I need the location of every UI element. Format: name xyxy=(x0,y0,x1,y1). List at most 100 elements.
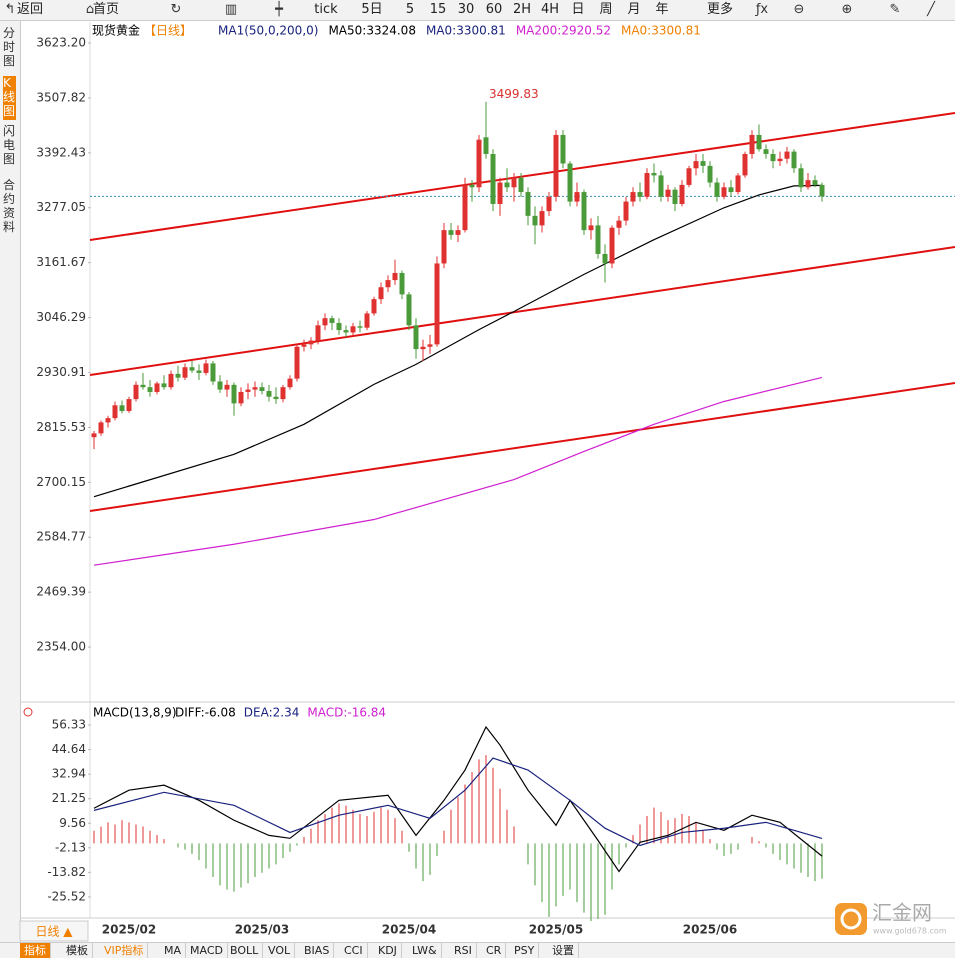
candle-body xyxy=(553,134,559,197)
candle-body xyxy=(749,134,755,154)
trend-line xyxy=(89,112,955,241)
toolbar-button[interactable]: 周 xyxy=(599,2,613,17)
toolbar-button[interactable]: 返回 xyxy=(16,2,43,17)
candle-body xyxy=(119,405,125,411)
candle-body xyxy=(616,220,622,228)
candle-body xyxy=(154,383,160,392)
candle-body xyxy=(805,180,811,188)
indicator-tab[interactable]: RSI xyxy=(450,943,477,958)
macd-icon xyxy=(23,707,33,717)
candle-body xyxy=(644,173,650,197)
indicator-line xyxy=(93,725,823,873)
candle-body xyxy=(532,215,538,226)
x-tick-label: 2025/06 xyxy=(683,923,737,937)
indicator-tab[interactable]: MACD xyxy=(186,943,228,958)
period-tab-box[interactable] xyxy=(19,920,89,942)
toolbar-button[interactable]: 更多 xyxy=(706,2,733,17)
toolbar-icon[interactable]: ╱ xyxy=(927,2,935,17)
toolbar-icon[interactable]: ⌂ xyxy=(85,2,95,17)
sidebar-tab[interactable]: 闪电图 xyxy=(3,124,16,166)
toolbar-button[interactable]: 2H xyxy=(512,2,532,17)
candle-body xyxy=(280,387,286,400)
candle-body xyxy=(252,387,258,390)
indicator-tab[interactable]: VOL xyxy=(264,943,296,958)
toolbar-icon[interactable]: ↰ xyxy=(4,2,16,17)
candle-body xyxy=(378,287,384,300)
indicator-tab[interactable]: CR xyxy=(482,943,507,958)
candle-body xyxy=(693,161,699,169)
y-tick-label: 2815.53 xyxy=(36,420,86,434)
candle-body xyxy=(546,196,552,212)
candle-body xyxy=(126,399,132,411)
period-tab[interactable]: 日线 ▲ xyxy=(35,925,73,939)
candle-body xyxy=(525,192,531,216)
candle-body xyxy=(721,187,727,197)
toolbar-button[interactable]: tick xyxy=(314,2,338,17)
legend-item: MA200:2920.52 xyxy=(516,24,611,38)
candle-body xyxy=(259,387,265,392)
candle-body xyxy=(791,151,797,169)
toolbar-icon[interactable]: ƒx xyxy=(755,2,769,17)
indicator-tab[interactable]: 模板 xyxy=(62,943,93,958)
toolbar-icon[interactable]: ↻ xyxy=(170,2,182,17)
toolbar-button[interactable]: 60 xyxy=(485,2,503,17)
toolbar-button[interactable]: 4H xyxy=(540,2,560,17)
candle-body xyxy=(273,396,279,400)
indicator-tab[interactable]: BIAS xyxy=(300,943,335,958)
legend-item: MA50:3324.08 xyxy=(328,24,416,38)
candle-body xyxy=(140,384,146,388)
candle-body xyxy=(602,253,608,264)
indicator-line xyxy=(93,757,823,847)
toolbar-icon[interactable]: ▥ xyxy=(224,2,238,17)
x-tick-label: 2025/02 xyxy=(102,923,156,937)
sidebar-tab[interactable]: K线图 xyxy=(3,76,16,120)
candle-body xyxy=(364,313,370,328)
sidebar-tab[interactable]: 分时图 xyxy=(3,26,16,68)
candle-body xyxy=(98,422,104,434)
toolbar-icon[interactable]: ⊕ xyxy=(841,2,853,17)
indicator-tab[interactable]: CCI xyxy=(340,943,368,958)
candle-body xyxy=(539,211,545,226)
candle-body xyxy=(728,187,734,193)
candle-body xyxy=(168,373,174,388)
indicator-line xyxy=(93,184,823,498)
toolbar-button[interactable]: 5日 xyxy=(361,2,383,17)
candle-body xyxy=(91,433,97,438)
toolbar-button[interactable]: 首页 xyxy=(92,2,119,17)
toolbar-button[interactable]: 年 xyxy=(655,2,669,17)
candle-body xyxy=(588,225,594,231)
y-tick-label: -2.13 xyxy=(55,840,86,854)
indicator-tab[interactable]: BOLL xyxy=(226,943,264,958)
indicator-tab[interactable]: PSY xyxy=(510,943,540,958)
toolbar-icon[interactable]: ✎ xyxy=(889,2,901,17)
indicator-tab[interactable]: MA xyxy=(160,943,187,958)
toolbar-button[interactable]: 5 xyxy=(405,2,415,17)
candle-body xyxy=(329,318,335,323)
indicator-tab[interactable]: LW& xyxy=(408,943,442,958)
indicator-tab[interactable]: 设置 xyxy=(548,943,579,958)
candle-body xyxy=(420,346,426,350)
candle-body xyxy=(350,326,356,333)
x-tick-label: 2025/04 xyxy=(382,923,436,937)
candle-body xyxy=(147,387,153,392)
candle-body xyxy=(434,263,440,345)
indicator-tab[interactable]: VIP指标 xyxy=(100,943,149,958)
candle-body xyxy=(567,163,573,202)
indicator-tab[interactable]: KDJ xyxy=(374,943,402,958)
candle-body xyxy=(371,299,377,314)
candle-body xyxy=(581,192,587,231)
toolbar-button[interactable]: 15 xyxy=(429,2,447,17)
toolbar-icon[interactable]: ┿ xyxy=(275,2,283,17)
bottom-bar: 指标 模板 VIP指标 MA MACD BOLL VOL BIAS CCI KDJ LW& RSI CR… xyxy=(0,942,955,958)
toolbar-button[interactable]: 30 xyxy=(457,2,475,17)
toolbar-button[interactable]: 日 xyxy=(571,2,585,17)
sidebar-tab[interactable]: 合约资料 xyxy=(3,178,16,234)
toolbar-button[interactable]: 月 xyxy=(627,2,641,17)
indicator-tab[interactable]: 指标 xyxy=(20,943,51,958)
candle-body xyxy=(784,151,790,159)
candle-body xyxy=(623,201,629,221)
sidebar: 分时图 K线图闪电图合约资料 xyxy=(0,21,21,942)
toolbar-icon[interactable]: ⊖ xyxy=(793,2,805,17)
